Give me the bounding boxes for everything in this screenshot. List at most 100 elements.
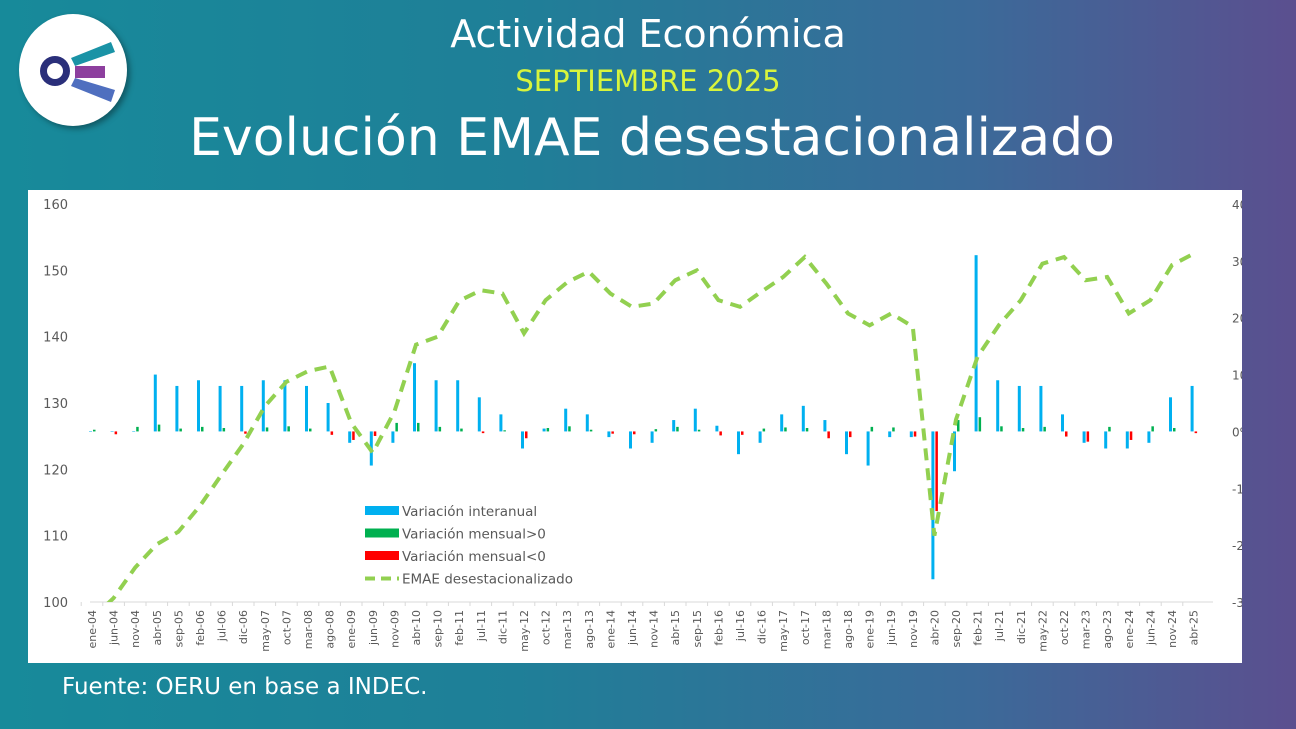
chart-panel: 160 150 140 130 120 110 100 40% 30% 20% 10% 0% -10% -… [28,190,1263,663]
bar-variacion-mensual-positiva [309,428,312,432]
bar-variacion-interanual [715,425,719,432]
oeru-logo [19,14,127,126]
bar-variacion-interanual [542,428,546,432]
x-axis-tick-label: dic-06 [237,610,250,644]
bar-variacion-mensual-positiva [265,427,269,432]
report-title: Actividad Económica [450,12,846,56]
x-axis-tick-label: jun-09 [367,610,380,646]
right-axis-tick-label: -20% [1232,539,1242,553]
bar-variacion-interanual [996,380,1000,432]
x-axis-tick-label: abr-15 [669,610,682,646]
bar-variacion-interanual [1082,431,1086,443]
bar-variacion-mensual-positiva [1108,426,1111,432]
bar-variacion-interanual [456,380,460,432]
x-axis-tick-label: may-17 [777,610,790,652]
x-axis-tick-label: sep-15 [691,610,704,647]
left-axis-tick-label: 150 [43,264,68,279]
bar-variacion-mensual-negativa [611,431,614,434]
source-note: Fuente: OERU en base a INDEC. [62,674,428,700]
bar-variacion-mensual-positiva [654,429,658,432]
x-axis-tick-label: ago-23 [1101,610,1114,649]
bar-variacion-mensual-positiva [589,429,593,432]
x-axis-tick-label: jul-21 [993,610,1006,642]
legend: Variación interanual Variación mensual>0 V… [365,504,573,588]
x-axis-tick-label: jul-06 [216,610,229,642]
bar-variacion-interanual [305,385,308,432]
bar-variacion-interanual [931,431,935,580]
bar-variacion-mensual-positiva [568,426,571,432]
x-axis-tick-label: abr-05 [151,610,164,646]
bar-variacion-interanual [477,397,481,432]
bar-variacion-mensual-positiva [438,426,442,432]
x-axis-tick-label: nov-09 [388,610,401,648]
bar-variacion-mensual-positiva [222,428,226,432]
x-axis-tick-label: feb-11 [453,610,466,646]
x-axis-tick-label: may-12 [518,610,531,652]
logo-icon [40,42,115,102]
left-axis-tick-label: 110 [43,530,68,545]
bar-variacion-mensual-negativa [827,431,830,439]
bar-variacion-interanual [197,380,200,432]
bar-variacion-interanual [780,414,784,432]
bar-variacion-interanual [89,431,92,432]
x-axis-tick-label: ago-13 [583,610,596,649]
x-axis-tick-label: feb-16 [712,610,725,646]
x-axis-tick-label: oct-17 [799,610,812,645]
bar-variacion-interanual [348,431,352,443]
x-axis-tick-label: ago-08 [324,610,337,649]
bar-variacion-interanual [823,420,827,432]
line-emae-desestacionalizado [106,251,1195,602]
bar-variacion-mensual-positiva [805,428,809,432]
bar-variacion-interanual [585,414,589,432]
bar-variacion-mensual-negativa [352,431,355,440]
x-axis-tick-label: abr-25 [1188,610,1201,646]
x-axis-tick-label: mar-13 [561,610,574,649]
bar-variacion-mensual-positiva [136,426,139,432]
x-axis-tick-label: oct-22 [1058,610,1071,645]
right-axis-tick-label: -30% [1232,596,1242,610]
x-axis-tick-label: ene-14 [604,610,617,648]
bar-variacion-interanual [693,408,697,432]
bar-variacion-mensual-positiva [201,426,204,432]
bar-variacion-mensual-positiva [1021,428,1025,432]
x-axis-tick-label: may-07 [259,610,272,652]
x-axis-tick-label: jun-24 [1144,610,1157,646]
chart-title: Evolución EMAE desestacionalizado [189,108,1115,168]
x-axis-tick-label: abr-10 [410,610,423,646]
left-axis-tick-label: 100 [43,596,68,611]
bar-variacion-interanual [650,431,654,443]
x-axis-tick-label: may-22 [1036,610,1049,652]
legend-label: Variación mensual>0 [402,527,546,543]
bar-variacion-interanual [888,431,892,438]
bar-variacion-interanual [283,380,287,432]
bar-variacion-interanual [499,414,503,432]
bar-variacion-mensual-positiva [784,427,787,432]
bar-variacion-mensual-positiva [762,428,766,432]
bar-variacion-interanual [110,431,114,432]
bar-variacion-mensual-positiva [395,422,398,432]
bar-variacion-interanual [672,420,676,432]
x-axis-tick-label: jun-19 [885,610,898,646]
right-axis-tick-label: 30% [1232,255,1242,269]
legend-swatch [365,528,399,538]
x-axis-tick-label: dic-11 [496,610,509,644]
left-axis-tick-label: 130 [43,397,68,412]
emae-chart: 160 150 140 130 120 110 100 40% 30% 20% 10% 0% -10% -… [43,198,1263,652]
bar-variacion-mensual-negativa [849,431,852,438]
bar-variacion-interanual [866,431,870,466]
x-axis-tick-label: ene-19 [864,610,877,648]
bar-variacion-interanual [564,408,568,432]
bar-variacion-mensual-negativa [1129,431,1133,440]
x-axis-tick-label: mar-18 [820,610,833,649]
legend-label: Variación mensual<0 [402,549,546,565]
bar-variacion-mensual-negativa [1086,431,1090,442]
x-axis-tick-label: dic-16 [756,610,769,644]
bar-variacion-interanual [391,431,395,443]
bar-variacion-mensual-negativa [330,431,334,435]
bar-variacion-interanual [737,431,740,455]
x-axis-tick-label: jun-14 [626,610,639,646]
bar-variacion-interanual [132,431,136,432]
bar-variacion-interanual [1104,431,1108,449]
bar-variacion-mensual-positiva [460,428,463,432]
x-axis-tick-label: sep-05 [172,610,185,647]
